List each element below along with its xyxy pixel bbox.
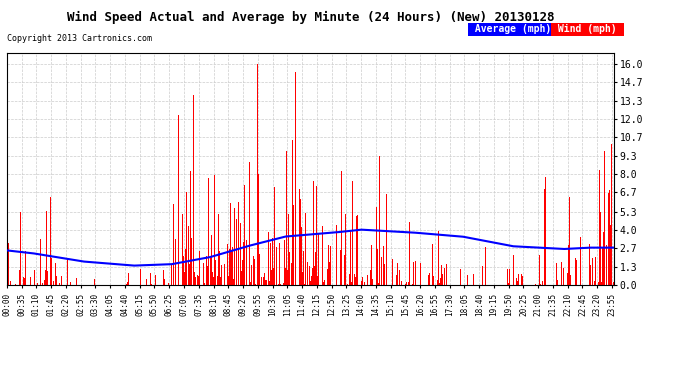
Text: Wind (mph): Wind (mph): [552, 24, 622, 34]
Text: Wind Speed Actual and Average by Minute (24 Hours) (New) 20130128: Wind Speed Actual and Average by Minute …: [67, 11, 554, 24]
Text: Average (mph): Average (mph): [469, 24, 558, 34]
Text: Copyright 2013 Cartronics.com: Copyright 2013 Cartronics.com: [7, 34, 152, 43]
